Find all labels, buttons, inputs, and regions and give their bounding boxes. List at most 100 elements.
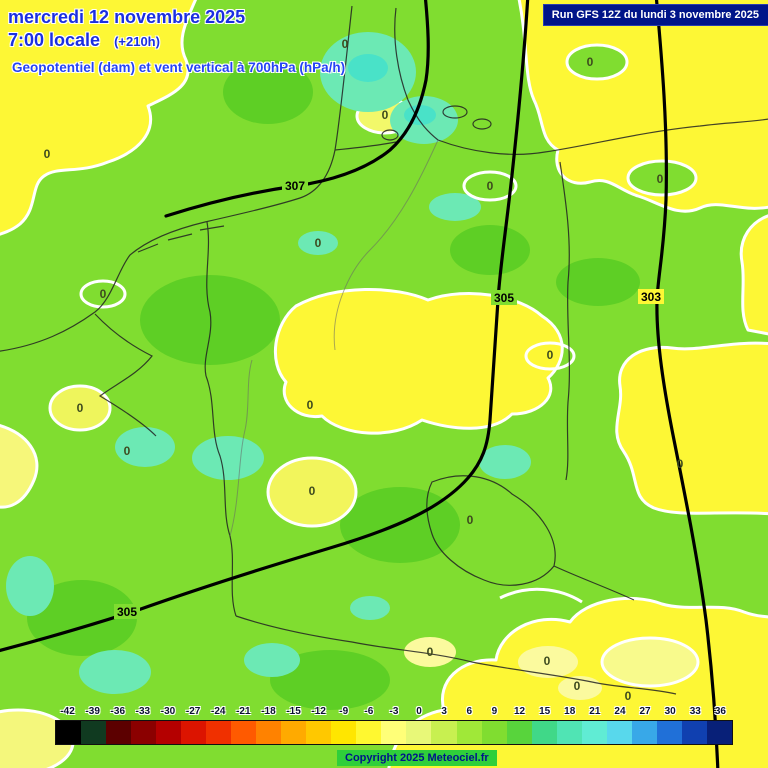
colorbar-tick: 12 bbox=[513, 706, 526, 717]
region bbox=[115, 427, 175, 467]
colorbar-cell bbox=[81, 721, 107, 744]
region bbox=[244, 643, 300, 677]
island bbox=[381, 129, 399, 141]
colorbar-cell bbox=[206, 721, 232, 744]
colorbar-tick: -21 bbox=[236, 706, 251, 717]
colorbar: -42 -39 -36 -33 -30 -27 -24 -21 -18 -15 -12 -9 -6 -3 0… bbox=[55, 706, 733, 745]
colorbar-tick: -39 bbox=[85, 706, 100, 717]
region bbox=[348, 54, 388, 82]
contour-label: 305 bbox=[494, 291, 514, 305]
region bbox=[429, 193, 481, 221]
zero-label: 0 bbox=[124, 444, 131, 458]
contour-labels: 307 305 303 305 bbox=[114, 178, 664, 619]
region bbox=[518, 646, 578, 678]
region bbox=[350, 596, 390, 620]
colorbar-tick: -36 bbox=[110, 706, 125, 717]
colorbar-tick: -27 bbox=[185, 706, 201, 717]
island bbox=[442, 105, 468, 119]
region bbox=[565, 43, 629, 81]
region bbox=[0, 0, 198, 236]
zero-label: 0 bbox=[544, 654, 551, 668]
zero-label: 0 bbox=[315, 236, 322, 250]
time-row: 7:00 locale (+210h) bbox=[8, 28, 345, 52]
colorbar-tick: -24 bbox=[210, 706, 226, 717]
colorbar-cell bbox=[231, 721, 257, 744]
ring bbox=[462, 170, 518, 202]
region bbox=[140, 275, 280, 365]
region bbox=[479, 445, 531, 479]
colorbar-cell bbox=[56, 721, 82, 744]
islands bbox=[137, 225, 225, 253]
colorbar-tick: -12 bbox=[311, 706, 326, 717]
geopotential-contours bbox=[0, 0, 720, 768]
colorbar-tick: -42 bbox=[60, 706, 75, 717]
zero-label: 0 bbox=[77, 401, 84, 415]
colorbar-tick: 24 bbox=[614, 706, 626, 717]
zero-label: 0 bbox=[100, 287, 107, 301]
colorbar-tick: -30 bbox=[160, 706, 176, 717]
border bbox=[559, 161, 571, 481]
region bbox=[266, 456, 358, 528]
colorbar-cell bbox=[606, 721, 632, 744]
colorbar-tick: 9 bbox=[491, 706, 498, 717]
colorbar-cell bbox=[281, 721, 307, 744]
colorbar-cell bbox=[331, 721, 357, 744]
colorbar-cell bbox=[531, 721, 557, 744]
white-contour-rings bbox=[79, 170, 583, 604]
region bbox=[6, 556, 54, 616]
colorbar-cell bbox=[506, 721, 532, 744]
colorbar-tick: 33 bbox=[689, 706, 701, 717]
colorbar-cell bbox=[156, 721, 182, 744]
cyan-regions bbox=[6, 32, 531, 694]
run-info-box: Run GFS 12Z du lundi 3 novembre 2025 bbox=[542, 4, 768, 26]
zero-label: 0 bbox=[382, 108, 389, 122]
colorbar-tick: 3 bbox=[441, 706, 447, 717]
zero-label: 0 bbox=[677, 457, 684, 471]
contour-label-bg bbox=[638, 289, 664, 304]
coastline bbox=[394, 7, 439, 141]
colorbar-tick: 15 bbox=[539, 706, 551, 717]
green-islands bbox=[565, 43, 698, 197]
zero-label: 0 bbox=[44, 147, 51, 161]
contour-label: 305 bbox=[117, 605, 137, 619]
colorbar-cell bbox=[131, 721, 157, 744]
zero-label: 0 bbox=[547, 348, 554, 362]
region bbox=[615, 341, 768, 516]
zero-label: 0 bbox=[342, 37, 349, 51]
border bbox=[94, 313, 157, 437]
colorbar-cell bbox=[656, 721, 682, 744]
colorbar-tick: -15 bbox=[286, 706, 301, 717]
colorbar-cell bbox=[381, 721, 407, 744]
colorbar-tick: -9 bbox=[339, 706, 349, 717]
colorbar-tick: -3 bbox=[389, 706, 399, 717]
coastline bbox=[437, 118, 768, 155]
contour-303 bbox=[654, 0, 720, 768]
forecast-offset-label: (+210h) bbox=[114, 34, 160, 49]
colorbar-tick: 0 bbox=[416, 706, 422, 717]
colorbar-tick: -18 bbox=[261, 706, 276, 717]
contour-label-bg bbox=[114, 604, 140, 619]
contour-label: 303 bbox=[641, 290, 661, 304]
colorbar-cell bbox=[106, 721, 132, 744]
map-subtitle: Geopotentiel (dam) et vent vertical à 70… bbox=[12, 60, 346, 75]
region bbox=[626, 159, 698, 197]
date-label: mercredi 12 novembre 2025 bbox=[8, 7, 246, 27]
colorbar-cell bbox=[306, 721, 332, 744]
zero-label: 0 bbox=[307, 398, 314, 412]
river bbox=[229, 359, 253, 537]
contour-label: 307 bbox=[285, 179, 305, 193]
colorbar-cell bbox=[631, 721, 657, 744]
time-label: 7:00 locale bbox=[8, 30, 101, 50]
border bbox=[204, 221, 212, 377]
ring bbox=[79, 279, 127, 309]
ring bbox=[524, 341, 576, 371]
colorbar-tick: 36 bbox=[714, 706, 726, 717]
zero-label: 0 bbox=[487, 179, 494, 193]
colorbar-tick: 6 bbox=[466, 706, 473, 717]
region bbox=[340, 487, 460, 563]
region bbox=[223, 60, 313, 124]
zero-label: 0 bbox=[574, 679, 581, 693]
coastline bbox=[0, 5, 353, 352]
